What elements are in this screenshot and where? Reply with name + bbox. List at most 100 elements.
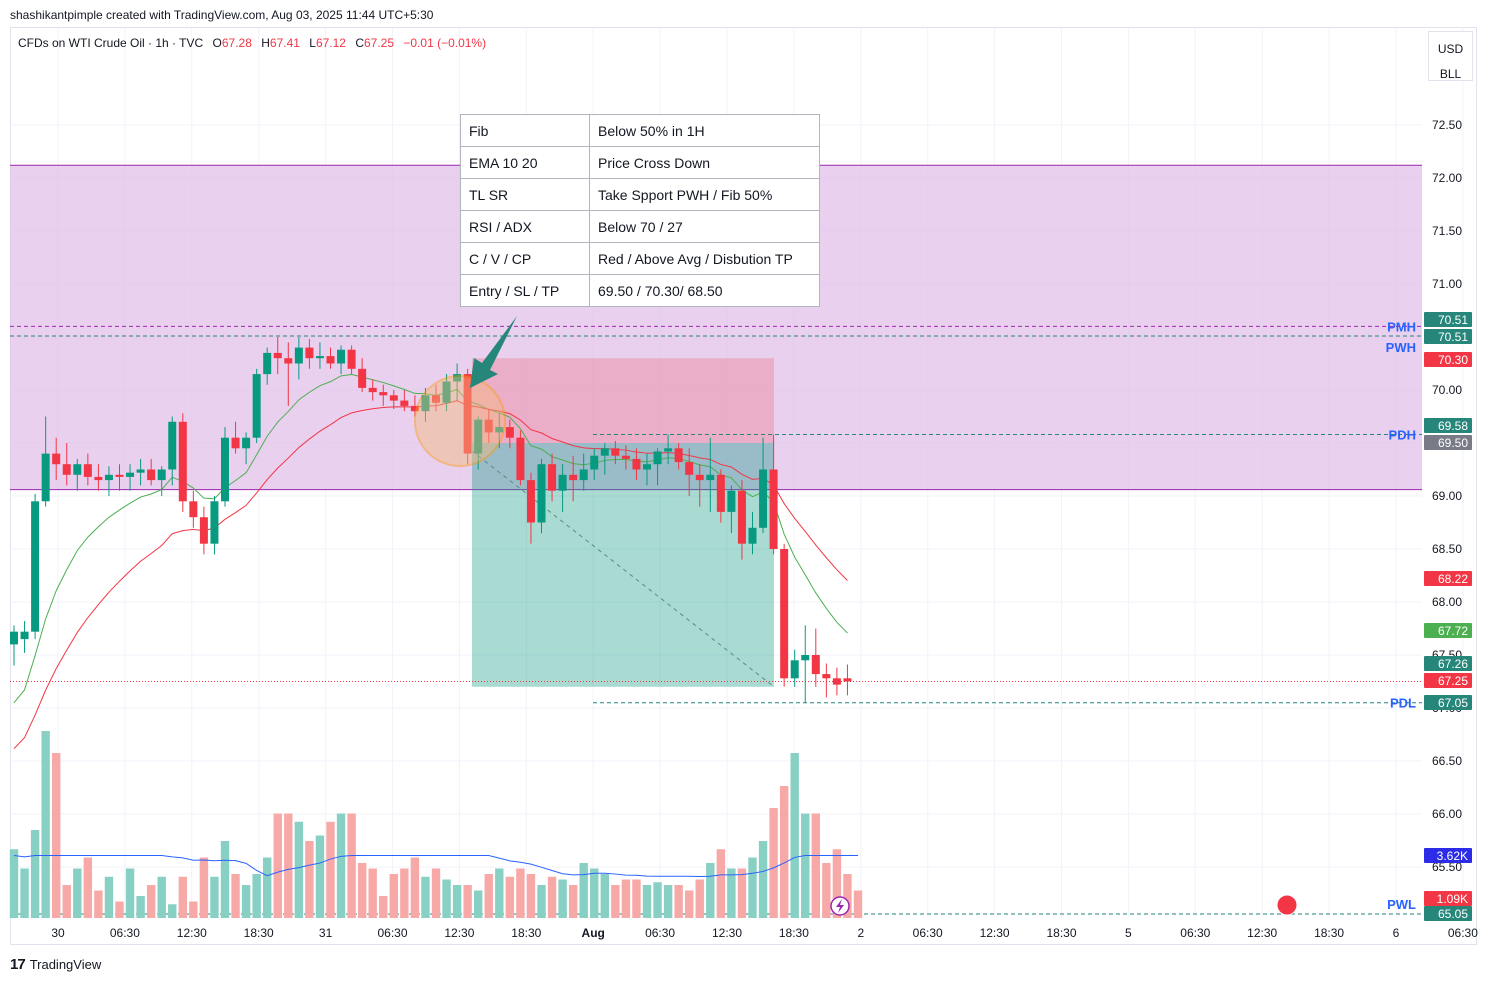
candle-body[interactable] xyxy=(832,678,841,685)
candle-body[interactable] xyxy=(495,427,504,433)
tv-logo-icon: 17 xyxy=(10,956,26,973)
candle-body[interactable] xyxy=(474,419,483,454)
candle-body[interactable] xyxy=(252,374,261,438)
candle-body[interactable] xyxy=(843,678,852,682)
candle-body[interactable] xyxy=(706,474,715,481)
entry-highlight-circle xyxy=(414,375,506,467)
candle-body[interactable] xyxy=(432,395,440,403)
candle-body[interactable] xyxy=(759,469,768,528)
candle-body[interactable] xyxy=(653,451,662,465)
candle-body[interactable] xyxy=(569,474,578,481)
candle-body[interactable] xyxy=(199,517,208,544)
candle-body[interactable] xyxy=(526,480,535,523)
candle-body[interactable] xyxy=(94,476,103,481)
candle-body[interactable] xyxy=(516,437,525,481)
volume-bar xyxy=(326,821,335,918)
candle-body[interactable] xyxy=(337,349,346,364)
candle-body[interactable] xyxy=(263,352,272,375)
candle-body[interactable] xyxy=(273,352,282,359)
symbol-name[interactable]: CFDs on WTI Crude Oil · 1h · TVC xyxy=(18,36,204,50)
candle-body[interactable] xyxy=(695,474,704,481)
candle-body[interactable] xyxy=(716,474,725,512)
candle-body[interactable] xyxy=(748,527,757,544)
candle-body[interactable] xyxy=(41,453,50,502)
candle-body[interactable] xyxy=(136,469,145,473)
candle-body[interactable] xyxy=(31,501,40,632)
candle-body[interactable] xyxy=(104,474,113,481)
candle-body[interactable] xyxy=(189,501,198,518)
candle-body[interactable] xyxy=(674,448,683,463)
volume-bar xyxy=(769,808,778,918)
candle-body[interactable] xyxy=(453,374,462,382)
candle-body[interactable] xyxy=(410,405,419,412)
candle-body[interactable] xyxy=(421,395,430,412)
price-tag-label: 67.05 xyxy=(1438,696,1468,710)
candle-body[interactable] xyxy=(210,501,219,544)
price-tag-label: 65.05 xyxy=(1438,907,1468,921)
candle-body[interactable] xyxy=(20,631,29,640)
candle-body[interactable] xyxy=(221,437,229,502)
volume-bar xyxy=(421,876,430,918)
candle-body[interactable] xyxy=(73,464,82,475)
candle-body[interactable] xyxy=(548,464,557,491)
notes-row: Fib Below 50% in 1H xyxy=(460,114,820,147)
candle-body[interactable] xyxy=(62,464,71,475)
candle-body[interactable] xyxy=(442,381,451,403)
candle-body[interactable] xyxy=(600,448,609,456)
candle-body[interactable] xyxy=(315,356,324,359)
candle-body[interactable] xyxy=(294,347,303,364)
candle-body[interactable] xyxy=(685,462,694,475)
time-axis-tick: 12:30 xyxy=(980,926,1010,940)
candle-body[interactable] xyxy=(83,464,92,477)
candle-body[interactable] xyxy=(10,631,18,645)
candle-body[interactable] xyxy=(347,349,356,369)
candle-body[interactable] xyxy=(379,392,388,396)
candle-body[interactable] xyxy=(590,455,599,470)
candle-body[interactable] xyxy=(664,448,673,452)
candle-body[interactable] xyxy=(115,474,124,477)
candle-body[interactable] xyxy=(178,421,187,502)
candle-body[interactable] xyxy=(168,421,177,470)
candle-body[interactable] xyxy=(780,549,789,679)
candle-body[interactable] xyxy=(505,427,514,438)
candle-body[interactable] xyxy=(284,358,293,364)
candle-body[interactable] xyxy=(801,655,810,661)
candle-body[interactable] xyxy=(737,490,746,544)
candle-body[interactable] xyxy=(790,660,799,679)
candle-body[interactable] xyxy=(368,387,377,393)
candle-body[interactable] xyxy=(484,419,493,433)
candle-body[interactable] xyxy=(727,490,736,512)
volume-bar xyxy=(305,841,314,918)
candle-body[interactable] xyxy=(147,469,156,481)
candle-body[interactable] xyxy=(305,347,314,359)
candle-body[interactable] xyxy=(242,437,251,449)
volume-bar xyxy=(653,882,662,918)
candle-body[interactable] xyxy=(400,400,409,406)
tradingview-logo[interactable]: 17 TradingView xyxy=(10,956,101,973)
us-flag-icon[interactable] xyxy=(1276,894,1298,916)
candle-body[interactable] xyxy=(126,472,135,477)
high-value: 67.41 xyxy=(269,36,300,50)
candle-body[interactable] xyxy=(558,474,567,491)
symbol-legend: CFDs on WTI Crude Oil · 1h · TVC O67.28 … xyxy=(18,36,486,50)
candle-body[interactable] xyxy=(537,464,546,523)
candle-body[interactable] xyxy=(358,368,367,388)
candle-body[interactable] xyxy=(643,464,651,470)
candle-body[interactable] xyxy=(811,655,820,675)
candle-body[interactable] xyxy=(326,356,335,364)
candle-body[interactable] xyxy=(579,469,588,481)
candle-body[interactable] xyxy=(822,674,831,679)
price-tag-box xyxy=(1424,673,1472,688)
candle-body[interactable] xyxy=(621,455,630,459)
candle-body[interactable] xyxy=(52,453,61,465)
candle-body[interactable] xyxy=(611,448,620,456)
candle-body[interactable] xyxy=(463,374,472,454)
candle-body[interactable] xyxy=(157,469,166,481)
candle-body[interactable] xyxy=(769,469,778,550)
candle-body[interactable] xyxy=(389,395,398,401)
volume-bar xyxy=(115,901,124,918)
currency-unit-selector[interactable]: USD BLL xyxy=(1428,31,1473,81)
price-tag-box xyxy=(1424,312,1472,327)
candle-body[interactable] xyxy=(632,458,641,470)
candle-body[interactable] xyxy=(231,437,240,449)
